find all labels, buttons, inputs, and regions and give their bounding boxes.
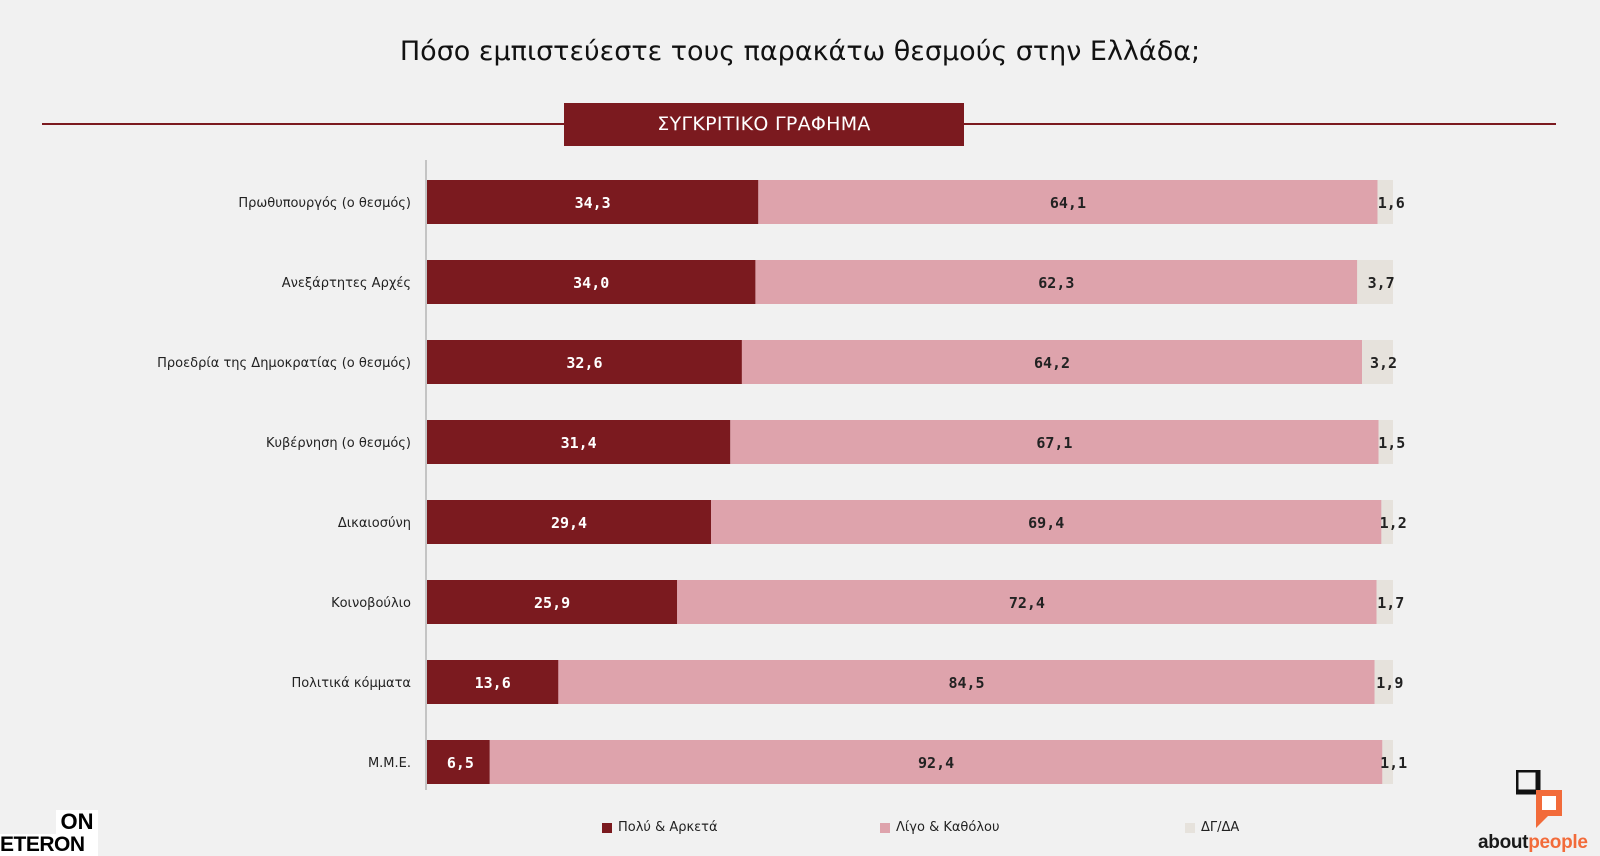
legend-swatch [1185,822,1195,833]
legend-item-series1: Πολύ & Αρκετά [602,820,718,835]
data-label-series2: 64,1 [1050,194,1086,212]
data-label-series2: 69,4 [1028,514,1064,532]
bar-segment-series3 [1377,180,1393,224]
aboutpeople-logo: aboutpeople [1478,770,1598,855]
bar-segment-series2 [755,260,1358,304]
bar-segment-series3 [1362,340,1393,384]
data-label-series3: 3,2 [1370,354,1397,372]
bar-segment-series1 [427,260,756,304]
data-label-series3: 1,5 [1378,434,1405,452]
data-label-series1: 13,6 [475,674,511,692]
bar-segment-series2 [489,740,1383,784]
data-label-series1: 34,3 [575,194,611,212]
bar-segment-series3 [1374,660,1393,704]
data-label-series1: 34,0 [573,274,609,292]
data-label-series1: 31,4 [561,434,597,452]
legend-item-series3: ΔΓ/ΔΑ [1185,820,1239,835]
bar-segment-series3 [1378,420,1393,464]
bar-segment-series1 [427,740,490,784]
aboutpeople-wordmark: aboutpeople [1478,832,1588,853]
data-label-series2: 72,4 [1009,594,1045,612]
data-label-series3: 1,6 [1378,194,1405,212]
category-label: Πολιτικά κόμματα [291,676,411,691]
bar-segment-series1 [427,580,678,624]
bar-segment-series1 [427,340,742,384]
legend-label: ΔΓ/ΔΑ [1201,820,1240,835]
category-label: Κυβέρνηση (ο θεσμός) [266,436,411,451]
category-label: Μ.Μ.Ε. [368,756,411,771]
data-label-series1: 29,4 [551,514,587,532]
data-label-series3: 1,7 [1377,594,1404,612]
eteron-logo: ON ETERON [0,810,98,856]
data-label-series2: 92,4 [918,754,954,772]
bar-segment-series2 [730,420,1379,464]
data-label-series1: 32,6 [566,354,602,372]
data-label-series2: 64,2 [1034,354,1070,372]
data-label-series2: 84,5 [948,674,984,692]
logo-eteron-text: ETERON [0,834,98,856]
logo-on-text: ON [56,810,98,834]
bar-segment-series3 [1382,740,1393,784]
bar-segment-series3 [1381,500,1393,544]
bar-segment-series2 [741,340,1363,384]
bar-segment-series2 [758,180,1378,224]
data-label-series3: 1,1 [1380,754,1407,772]
bar-segment-series3 [1357,260,1393,304]
data-label-series2: 67,1 [1036,434,1072,452]
bar-segment-series1 [427,660,559,704]
bar-segment-series2 [711,500,1382,544]
legend-item-series2: Λίγο & Καθόλου [880,820,1000,835]
data-label-series2: 62,3 [1038,274,1074,292]
data-label-series1: 25,9 [534,594,570,612]
bar-segment-series3 [1376,580,1393,624]
legend-swatch [602,822,612,833]
category-label: Δικαιοσύνη [338,516,411,531]
chart-banner: ΣΥΓΚΡΙΤΙΚΟ ΓΡΑΦΗΜΑ [564,103,964,146]
bar-segment-series1 [427,180,759,224]
bar-segment-series1 [427,420,731,464]
category-label: Πρωθυπουργός (ο θεσμός) [238,196,411,211]
category-label: Προεδρία της Δημοκρατίας (ο θεσμός) [157,356,411,371]
legend-label: Λίγο & Καθόλου [896,820,1000,835]
legend-swatch [880,822,890,833]
aboutpeople-mark-icon [1516,770,1562,828]
category-label: Κοινοβούλιο [331,596,411,611]
bar-segment-series1 [427,500,712,544]
data-label-series3: 1,2 [1380,514,1407,532]
legend-label: Πολύ & Αρκετά [618,820,718,835]
bar-segment-series2 [677,580,1377,624]
data-label-series3: 3,7 [1368,274,1395,292]
category-label: Ανεξάρτητες Αρχές [282,276,411,291]
data-label-series3: 1,9 [1376,674,1403,692]
data-label-series1: 6,5 [447,754,474,772]
bar-segment-series2 [558,660,1375,704]
page-title: Πόσο εμπιστεύεστε τους παρακάτω θεσμούς … [399,36,1201,67]
